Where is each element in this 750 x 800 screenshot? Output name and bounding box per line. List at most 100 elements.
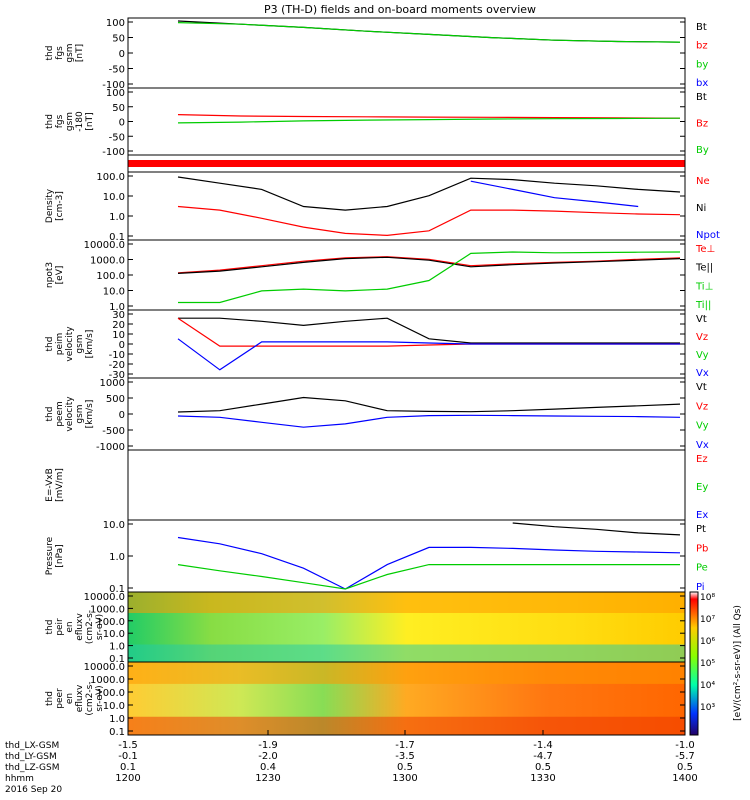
legend-Vx: Vx [696, 368, 709, 379]
y-axis-label: gsm [65, 112, 75, 131]
y-axis-label: en [65, 621, 75, 632]
panel-frame [127, 377, 686, 451]
y-axis-label: en [65, 693, 75, 704]
y-axis-label: sr-eV) [95, 685, 105, 711]
y-axis-label: velocity [65, 396, 75, 432]
y-tick-label: 0.1 [109, 584, 125, 595]
y-tick-label: -100 [102, 147, 125, 158]
colorbar-label: [eV/(cm²-s-sr-eV)] (All Qs) [733, 605, 743, 721]
y-tick-label: -1000 [96, 442, 125, 453]
y-axis-label: thd [45, 691, 55, 706]
series-by [177, 22, 681, 43]
y-axis-label: [eV] [55, 266, 65, 285]
series-Vx [177, 338, 680, 371]
legend-Vt: Vt [696, 314, 707, 325]
series-Vt [178, 317, 680, 344]
y-tick-label: 100.0 [96, 172, 125, 183]
y-axis-label: thd [45, 337, 55, 352]
series-Npot [470, 180, 639, 208]
series-Pt [512, 522, 681, 536]
x-row-value: -1.4 [533, 740, 553, 751]
x-row-value: -5.7 [675, 751, 695, 762]
x-row-value: -1.5 [118, 740, 138, 751]
series-Pi [177, 536, 681, 590]
series-Pe [177, 564, 680, 590]
panel-frame [127, 87, 686, 156]
y-tick-label: -50 [109, 65, 125, 76]
y-tick-label: -100 [102, 80, 125, 91]
x-row-value: 1300 [392, 773, 417, 784]
y-tick-label: 0 [119, 410, 125, 421]
x-row-value: 0.1 [120, 762, 136, 773]
y-axis-label: peem [55, 401, 65, 427]
legend-Pe: Pe [696, 563, 708, 574]
legend-Pi: Pi [696, 582, 705, 593]
colorbar-tick-label: 10⁴ [700, 681, 715, 691]
y-tick-label: 100.0 [96, 688, 125, 699]
y-axis-label: gsm [75, 404, 85, 423]
y-tick-label: 0 [119, 118, 125, 129]
y-tick-label: 0.1 [109, 232, 125, 243]
y-axis-label: sr-eV) [95, 614, 105, 640]
x-row-value: 0.5 [397, 762, 413, 773]
x-row-value: 0.4 [260, 762, 276, 773]
y-tick-label: 1000.0 [90, 604, 125, 615]
x-row-value: -4.7 [533, 751, 553, 762]
y-tick-label: 10.0 [103, 192, 125, 203]
y-axis-label: efluxv [75, 613, 85, 641]
y-axis-label: fgs [55, 46, 65, 60]
x-row-value: 1230 [255, 773, 280, 784]
colorbar-scale [689, 591, 699, 736]
panel-frame [127, 519, 686, 593]
y-axis-label: thd [45, 407, 55, 422]
y-tick-label: -50 [109, 132, 125, 143]
y-axis-label: peer [55, 688, 65, 709]
y-axis-label: Pressure [45, 536, 55, 575]
heatmap-band-low [128, 644, 685, 662]
legend-Bt: Bt [696, 92, 707, 103]
y-tick-label: 50 [112, 103, 125, 114]
panel-flags [127, 154, 686, 173]
panel-velocity_peem: 1000 500 0 -500 -1000 thd peem velocity gsm [km/s… [45, 377, 709, 453]
colorbar-tick-label: 10⁵ [700, 659, 715, 669]
x-row-label: thd_LY-GSM [5, 752, 57, 762]
legend-By: By [696, 145, 709, 156]
series-Vt [177, 396, 681, 413]
series-Bz [177, 114, 681, 119]
legend-bz: bz [696, 41, 708, 52]
series-Te⊥ [177, 256, 681, 274]
colorbar: 10⁸ 10⁷ 10⁶ 10⁵ 10⁴ 10³ [eV/(cm²-s-sr-eV)] (Al… [689, 591, 743, 736]
y-tick-label: -10 [109, 350, 125, 361]
y-tick-label: 0 [119, 49, 125, 60]
y-axis-label: [cm-3] [55, 191, 65, 221]
y-tick-label: 500 [106, 394, 125, 405]
legend-Te||: Te|| [695, 263, 713, 274]
y-tick-label: 10000.0 [84, 662, 125, 673]
panel-pressure: 10.0 1.0 0.1 Pressure [nPa] Pt Pb Pe Pi [45, 519, 708, 595]
y-axis-label: velocity [65, 326, 75, 362]
legend-Ey: Ey [696, 482, 708, 493]
y-tick-label: 1000 [100, 378, 125, 389]
y-tick-label: 1000.0 [90, 675, 125, 686]
series-Vz [177, 317, 680, 347]
y-axis-label: [mV/m] [55, 468, 65, 502]
x-row-value: 0.5 [535, 762, 551, 773]
panel-fgs_dsl: 100 50 0 -50 -100 thd fgs gsm -180 [nT] Bt Bz By [45, 87, 709, 158]
series-Ti⊥ [178, 251, 681, 304]
y-tick-label: 10.0 [103, 287, 125, 298]
panel-density: 100.0 10.0 1.0 0.1 Density [cm-3] Ne Ni Npot [45, 171, 720, 243]
y-tick-label: -500 [102, 426, 125, 437]
y-tick-label: 0.1 [109, 727, 125, 738]
colorbar-tick-label: 10⁶ [700, 637, 715, 647]
y-axis-label: gsm [75, 334, 85, 353]
colorbar-tick-label: 10³ [700, 703, 715, 713]
legend-Pt: Pt [696, 524, 706, 535]
legend-Vx: Vx [696, 440, 709, 451]
y-axis-label: [nT] [75, 44, 85, 62]
legend-Vt: Vt [696, 382, 707, 393]
x-row-label: thd_LX-GSM [5, 741, 59, 751]
figure-title: P3 (TH-D) fields and on-board moments ov… [264, 3, 536, 16]
panel-frame [127, 239, 686, 311]
